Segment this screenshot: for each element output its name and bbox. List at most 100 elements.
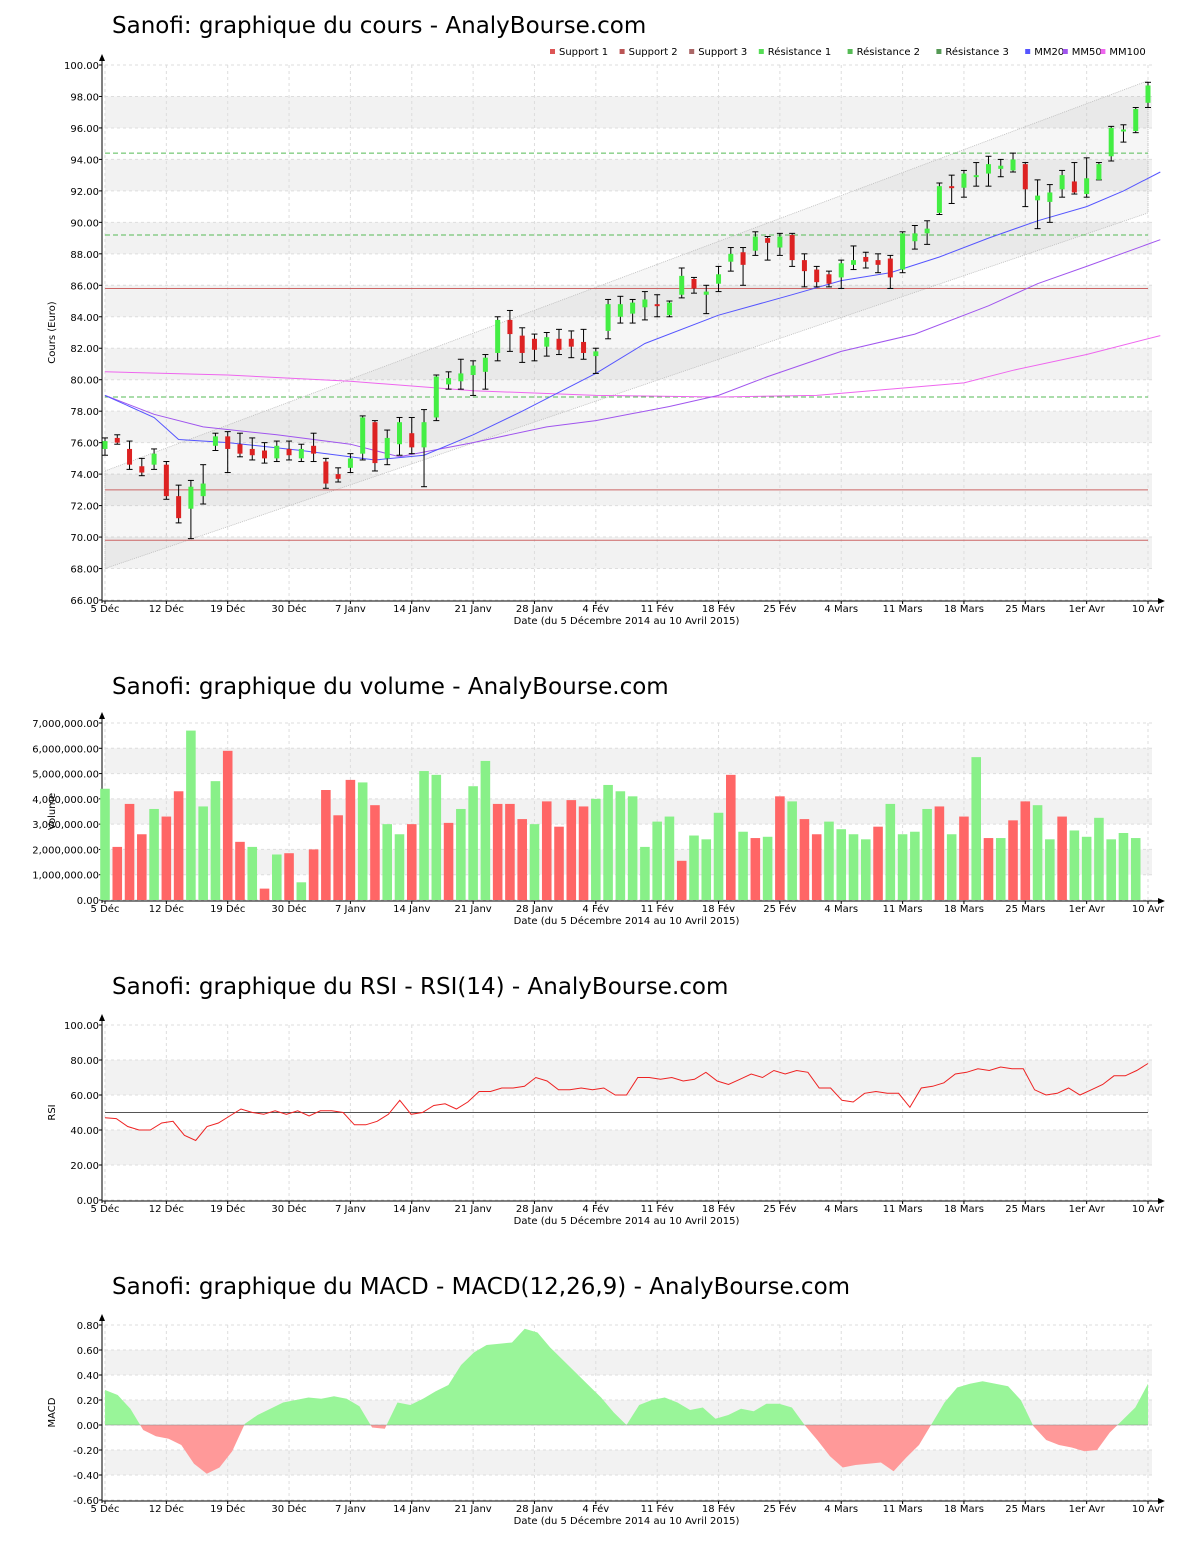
candle-body bbox=[458, 373, 464, 382]
volume-bar bbox=[995, 838, 1006, 900]
candle-body bbox=[323, 461, 329, 484]
y-tick-label: 100.00 bbox=[64, 1021, 99, 1032]
candle-body bbox=[200, 483, 206, 497]
volume-bar bbox=[517, 819, 527, 900]
x-tick-label: 4 Fév bbox=[582, 1503, 609, 1515]
volume-bar bbox=[824, 821, 834, 900]
x-tick-label: 19 Déc bbox=[210, 1203, 245, 1215]
candle-body bbox=[446, 378, 452, 385]
candle-body bbox=[556, 338, 562, 350]
x-tick-label: 1er Avr bbox=[1069, 1204, 1106, 1215]
plot-band bbox=[105, 1130, 1152, 1165]
candle-body bbox=[274, 445, 280, 459]
volume-bar bbox=[480, 760, 491, 900]
volume-bar bbox=[382, 824, 393, 900]
candle-body bbox=[470, 365, 476, 375]
candle-body bbox=[998, 165, 1004, 169]
x-tick-label: 12 Déc bbox=[149, 603, 184, 615]
y-tick-label: 88.00 bbox=[70, 250, 99, 261]
volume-bar bbox=[750, 838, 761, 900]
y-tick-label: 76.00 bbox=[70, 439, 99, 450]
volume-bar bbox=[259, 888, 270, 900]
x-tick-label: 7 Janv bbox=[335, 904, 366, 915]
volume-bar bbox=[173, 791, 184, 900]
candle-body bbox=[814, 269, 820, 283]
x-tick-label: 18 Fév bbox=[702, 1203, 735, 1215]
volume-bar bbox=[946, 834, 957, 900]
volume-bar bbox=[1106, 839, 1116, 900]
volume-bar bbox=[971, 757, 981, 900]
y-tick-label: 80.00 bbox=[70, 1056, 99, 1067]
volume-bar bbox=[615, 791, 626, 900]
volume-bar bbox=[591, 798, 601, 900]
x-axis-arrow bbox=[1158, 898, 1165, 904]
volume-bar bbox=[456, 808, 466, 900]
volume-bar bbox=[1020, 801, 1031, 900]
volume-bar bbox=[934, 806, 945, 900]
y-tick-label: 82.00 bbox=[70, 344, 99, 355]
macd-negative-area bbox=[140, 1425, 245, 1474]
x-axis-arrow bbox=[1158, 1498, 1165, 1504]
y-axis-arrow bbox=[99, 712, 105, 719]
y-axis-arrow bbox=[99, 1014, 105, 1021]
x-tick-label: 7 Janv bbox=[335, 1504, 366, 1515]
macd-negative-area bbox=[370, 1425, 387, 1429]
legend-label: MM50 bbox=[1072, 47, 1102, 58]
candle-body bbox=[801, 260, 807, 272]
candle-body bbox=[961, 173, 967, 188]
y-tick-label: 68.00 bbox=[70, 565, 99, 576]
candle-body bbox=[507, 319, 513, 335]
y-tick-label: 5,000,000.00 bbox=[32, 770, 99, 781]
y-tick-label: 98.00 bbox=[70, 92, 99, 103]
y-tick-label: 96.00 bbox=[70, 124, 99, 135]
x-tick-label: 5 Déc bbox=[91, 1503, 120, 1515]
x-tick-label: 25 Mars bbox=[1005, 1204, 1045, 1215]
volume-bar bbox=[836, 829, 847, 900]
candle-body bbox=[127, 448, 133, 465]
x-tick-label: 21 Janv bbox=[454, 604, 491, 615]
candle-body bbox=[1108, 127, 1114, 157]
x-tick-label: 4 Fév bbox=[582, 1203, 609, 1215]
candle-body bbox=[396, 422, 402, 445]
x-tick-label: 12 Déc bbox=[149, 903, 184, 915]
volume-bar bbox=[431, 774, 442, 900]
volume-bar bbox=[811, 834, 822, 900]
x-tick-label: 25 Mars bbox=[1005, 904, 1045, 915]
plot-band bbox=[105, 748, 1152, 774]
volume-bar bbox=[161, 816, 172, 900]
candle-body bbox=[544, 337, 550, 347]
volume-bar bbox=[738, 831, 748, 900]
volume-bar bbox=[357, 782, 368, 900]
candle-body bbox=[728, 253, 734, 262]
legend-swatch bbox=[847, 49, 853, 54]
candle-body bbox=[826, 274, 832, 284]
candle-body bbox=[949, 186, 955, 189]
y-axis-title: MACD bbox=[47, 1397, 58, 1427]
candle-body bbox=[102, 441, 108, 449]
candle-body bbox=[838, 263, 844, 278]
x-tick-label: 11 Fév bbox=[641, 603, 674, 615]
y-axis-arrow bbox=[99, 1314, 105, 1321]
y-tick-label: 0.00 bbox=[77, 896, 99, 907]
volume-bar bbox=[897, 834, 908, 900]
volume-bar bbox=[186, 730, 196, 900]
volume-bar bbox=[137, 834, 147, 900]
candle-body bbox=[1010, 159, 1016, 171]
candle-body bbox=[188, 486, 194, 509]
y-tick-label: 78.00 bbox=[70, 407, 99, 418]
volume-bar bbox=[541, 801, 552, 900]
candle-body bbox=[654, 304, 660, 307]
legend-label: Support 3 bbox=[698, 47, 747, 58]
candle-body bbox=[679, 275, 685, 295]
candle-body bbox=[716, 274, 722, 284]
x-tick-label: 11 Mars bbox=[883, 904, 923, 915]
volume-bar bbox=[676, 860, 687, 900]
x-tick-label: 25 Fév bbox=[763, 1503, 796, 1515]
candle-body bbox=[347, 458, 353, 468]
volume-bar bbox=[1130, 838, 1141, 900]
volume-bar bbox=[860, 839, 871, 900]
plot-band bbox=[105, 537, 1152, 569]
volume-bar bbox=[701, 839, 712, 900]
candle-body bbox=[249, 448, 255, 456]
